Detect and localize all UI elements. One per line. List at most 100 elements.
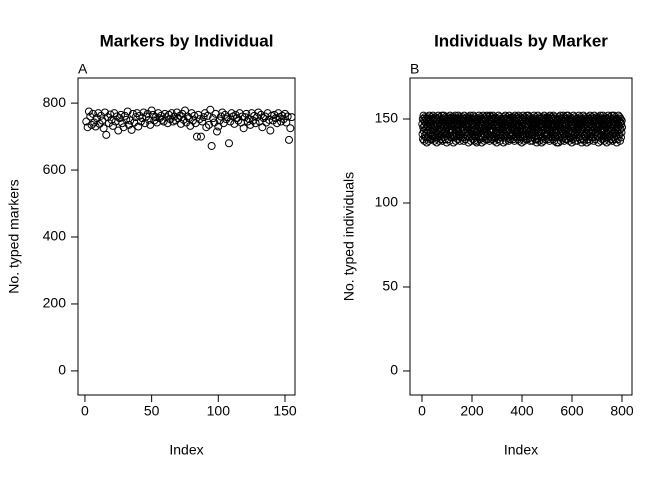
- point: [84, 107, 93, 116]
- point: [616, 114, 625, 123]
- point: [108, 121, 117, 130]
- point: [202, 123, 211, 132]
- point: [139, 108, 148, 117]
- point: [120, 111, 129, 120]
- point: [206, 105, 215, 114]
- x-tick-label: 600: [560, 403, 584, 419]
- point: [259, 114, 268, 123]
- point: [184, 114, 193, 123]
- y-tick-label: 400: [43, 228, 67, 244]
- y-tick-label: 0: [58, 362, 66, 378]
- point: [147, 106, 156, 115]
- y-tick-label: 600: [43, 161, 67, 177]
- point: [195, 115, 204, 124]
- point: [282, 118, 291, 127]
- point: [90, 118, 99, 127]
- point: [287, 113, 296, 122]
- point: [234, 116, 243, 125]
- point: [196, 132, 205, 141]
- point: [204, 120, 213, 129]
- x-tick-label: 200: [460, 403, 484, 419]
- point: [616, 125, 625, 134]
- x-tick-label: 800: [610, 403, 634, 419]
- point: [616, 136, 624, 145]
- point: [268, 116, 277, 125]
- point: [554, 138, 563, 147]
- point: [122, 115, 131, 124]
- point: [224, 139, 233, 148]
- point: [246, 120, 255, 129]
- point: [198, 117, 207, 126]
- point: [286, 124, 295, 133]
- x-tick-label: 150: [273, 403, 297, 419]
- point: [175, 111, 184, 120]
- point: [102, 130, 111, 139]
- point: [618, 123, 626, 132]
- x-tick-label: 100: [207, 403, 231, 419]
- panel-tag: A: [78, 61, 88, 77]
- point: [276, 117, 285, 126]
- point: [617, 133, 625, 142]
- y-tick-label: 0: [390, 362, 398, 378]
- point: [144, 115, 153, 124]
- point: [87, 120, 96, 129]
- point: [124, 120, 133, 129]
- x-tick-label: 0: [81, 403, 89, 419]
- x-tick-label: 400: [510, 403, 534, 419]
- point: [239, 124, 248, 133]
- plot-box: [77, 77, 296, 396]
- point: [222, 115, 231, 124]
- point: [88, 109, 97, 118]
- chart-title: Markers by Individual: [100, 31, 274, 50]
- point: [254, 108, 263, 117]
- point: [123, 107, 132, 116]
- point: [251, 119, 260, 128]
- point: [258, 123, 267, 132]
- point: [127, 125, 136, 134]
- chart-title: Individuals by Marker: [434, 31, 608, 50]
- point: [91, 122, 100, 131]
- point: [284, 135, 293, 144]
- point: [162, 113, 171, 122]
- x-tick-label: 50: [144, 403, 160, 419]
- y-axis-label: No. typed individuals: [341, 172, 357, 301]
- point: [617, 128, 626, 137]
- point: [83, 123, 92, 132]
- y-axis-label: No. typed markers: [6, 179, 22, 293]
- point: [170, 112, 179, 121]
- x-axis-label: Index: [169, 442, 203, 458]
- point: [283, 112, 292, 121]
- y-tick-label: 200: [43, 295, 67, 311]
- point: [480, 136, 489, 145]
- point: [119, 123, 128, 132]
- y-tick-label: 800: [43, 94, 67, 110]
- point: [100, 108, 109, 117]
- point: [218, 108, 227, 117]
- y-tick-label: 150: [375, 110, 399, 126]
- point: [103, 113, 112, 122]
- point: [226, 117, 235, 126]
- point: [99, 124, 108, 133]
- point: [166, 115, 175, 124]
- point: [134, 122, 143, 131]
- point: [210, 118, 219, 127]
- point: [223, 113, 232, 122]
- point: [266, 126, 275, 135]
- y-tick-label: 100: [375, 194, 399, 210]
- point: [176, 119, 185, 128]
- panel-tag: B: [410, 61, 419, 77]
- point: [212, 127, 221, 136]
- point: [280, 109, 289, 118]
- point: [148, 110, 157, 119]
- point: [163, 119, 172, 128]
- point: [116, 110, 125, 119]
- point: [499, 138, 508, 147]
- point: [151, 113, 160, 122]
- point: [199, 113, 208, 122]
- point: [192, 132, 201, 141]
- point: [577, 138, 586, 147]
- x-tick-label: 0: [418, 403, 426, 419]
- y-tick-label: 50: [382, 278, 398, 294]
- x-axis-label: Index: [504, 442, 538, 458]
